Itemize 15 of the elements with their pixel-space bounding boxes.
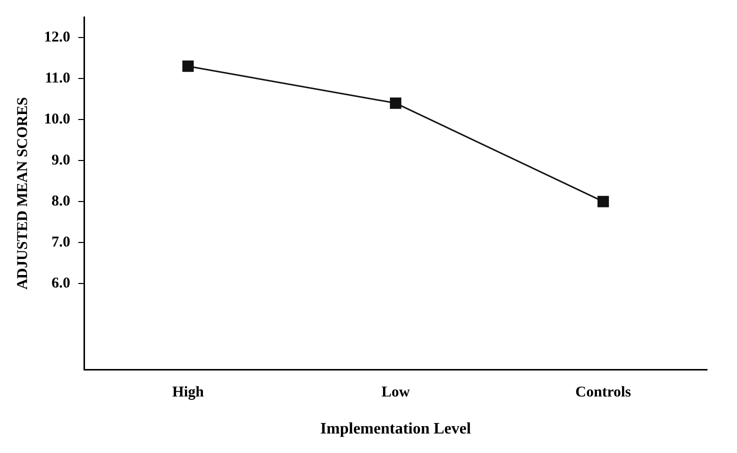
y-tick-label: 7.0 [52, 234, 70, 251]
x-tick-label: Low [381, 384, 410, 401]
y-tick-label: 12.0 [44, 29, 70, 46]
y-axis-title: ADJUSTED MEAN SCORES [14, 97, 31, 290]
y-tick-label: 9.0 [52, 152, 70, 168]
y-tick-label: 10.0 [44, 111, 70, 128]
point [182, 60, 194, 72]
point [598, 196, 609, 208]
y-tick-label: 6.0 [52, 276, 70, 292]
x-axis-title: Implementation Level [320, 420, 472, 438]
y-tick-label: 8.0 [52, 193, 70, 210]
x-tick-label: High [172, 384, 205, 401]
y-tick-label: 11.0 [44, 70, 70, 86]
point [390, 97, 402, 109]
x-tick-label: Controls [575, 384, 632, 401]
